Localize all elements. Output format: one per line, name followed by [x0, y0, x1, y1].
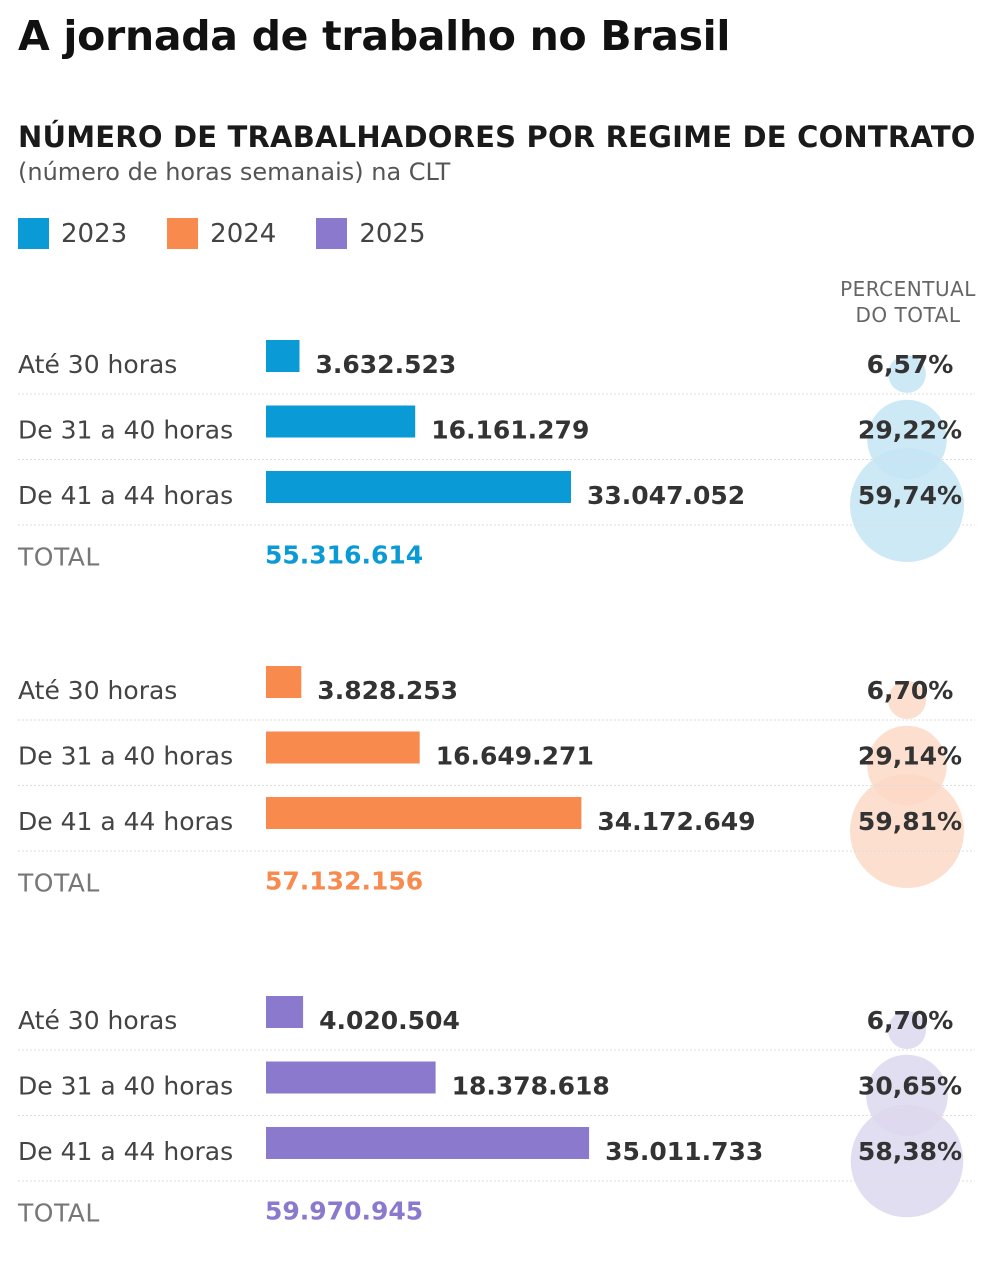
category-label-2023-2: De 31 a 40 horas: [18, 416, 233, 445]
percent-bubble-2024-3: [850, 774, 964, 888]
percent-label-2025-2: 30,65%: [858, 1072, 962, 1101]
category-label-2025-1: Até 30 horas: [18, 1006, 177, 1035]
category-label-2025-2: De 31 a 40 horas: [18, 1072, 233, 1101]
legend-label-2025: 2025: [359, 218, 426, 249]
percent-label-2024-1: 6,70%: [867, 676, 954, 705]
percent-bubble-2025-3: [850, 1104, 964, 1218]
chart-title: A jornada de trabalho no Brasil: [18, 12, 731, 60]
category-label-2023-1: Até 30 horas: [18, 350, 177, 379]
bar-2024-1: [266, 666, 302, 698]
legend-swatch-2023: [18, 218, 49, 249]
percent-bubble-2023-1: [888, 355, 926, 393]
value-label-2023-2: 16.161.279: [431, 416, 589, 445]
total-value-2025: 59.970.945: [265, 1197, 423, 1226]
bar-2024-2: [266, 731, 420, 764]
percent-header: PERCENTUAL DO TOTAL: [818, 276, 984, 328]
bar-2025-3: [266, 1127, 590, 1159]
percent-label-2024-2: 29,14%: [858, 742, 962, 771]
category-label-2023-3: De 41 a 44 horas: [18, 481, 233, 510]
total-label-2024: TOTAL: [17, 869, 100, 898]
bar-2025-1: [266, 996, 304, 1028]
block-2025: Até 30 horas 4.020.504 6,70% De 31 a 40 hor…: [17, 996, 975, 1228]
value-label-2025-3: 35.011.733: [605, 1137, 763, 1166]
block-2024: Até 30 horas 3.828.253 6,70% De 31 a 40 hor…: [17, 666, 975, 898]
chart-subtitle: NÚMERO DE TRABALHADORES POR REGIME DE CO…: [18, 120, 976, 154]
chart-note: (número de horas semanais) na CLT: [18, 158, 451, 186]
value-label-2025-2: 18.378.618: [452, 1072, 610, 1101]
bar-2025-2: [266, 1061, 436, 1094]
category-label-2024-2: De 31 a 40 horas: [18, 742, 233, 771]
percent-label-2024-3: 59,81%: [858, 807, 962, 836]
total-label-2023: TOTAL: [17, 543, 100, 572]
value-label-2024-1: 3.828.253: [317, 676, 458, 705]
block-2023: Até 30 horas 3.632.523 6,57% De 31 a 40 hor…: [17, 340, 975, 572]
bar-2024-3: [266, 797, 582, 829]
percent-bubble-2023-3: [850, 448, 964, 562]
value-label-2023-3: 33.047.052: [587, 481, 745, 510]
percent-bubble-2025-1: [887, 1010, 927, 1050]
bar-2023-3: [266, 471, 571, 503]
legend-item-2023: 2023: [18, 218, 127, 249]
category-label-2025-3: De 41 a 44 horas: [18, 1137, 233, 1166]
legend-swatch-2024: [167, 218, 199, 249]
bar-2023-1: [266, 340, 300, 372]
total-value-2024: 57.132.156: [265, 867, 423, 896]
value-label-2023-1: 3.632.523: [316, 350, 457, 379]
total-label-2025: TOTAL: [17, 1199, 100, 1228]
percent-label-2025-3: 58,38%: [858, 1137, 962, 1166]
value-label-2025-1: 4.020.504: [319, 1006, 460, 1035]
percent-header-line-2: DO TOTAL: [855, 303, 961, 327]
legend-label-2023: 2023: [61, 218, 128, 249]
percent-label-2025-1: 6,70%: [867, 1006, 954, 1035]
legend-item-2025: 2025: [316, 218, 426, 249]
legend-swatch-2025: [316, 218, 348, 249]
bar-2023-2: [266, 405, 416, 438]
percent-bubble-2024-1: [887, 680, 927, 720]
total-value-2023: 55.316.614: [265, 541, 423, 570]
percent-label-2023-2: 29,22%: [858, 416, 962, 445]
percent-header-line-1: PERCENTUAL: [840, 277, 976, 301]
legend: 2023 2024 2025: [18, 218, 466, 249]
percent-label-2023-1: 6,57%: [867, 350, 954, 379]
value-label-2024-2: 16.649.271: [436, 742, 594, 771]
percent-label-2023-3: 59,74%: [858, 481, 962, 510]
legend-label-2024: 2024: [210, 218, 277, 249]
value-label-2024-3: 34.172.649: [597, 807, 755, 836]
category-label-2024-1: Até 30 horas: [18, 676, 177, 705]
legend-item-2024: 2024: [167, 218, 276, 249]
category-label-2024-3: De 41 a 44 horas: [18, 807, 233, 836]
